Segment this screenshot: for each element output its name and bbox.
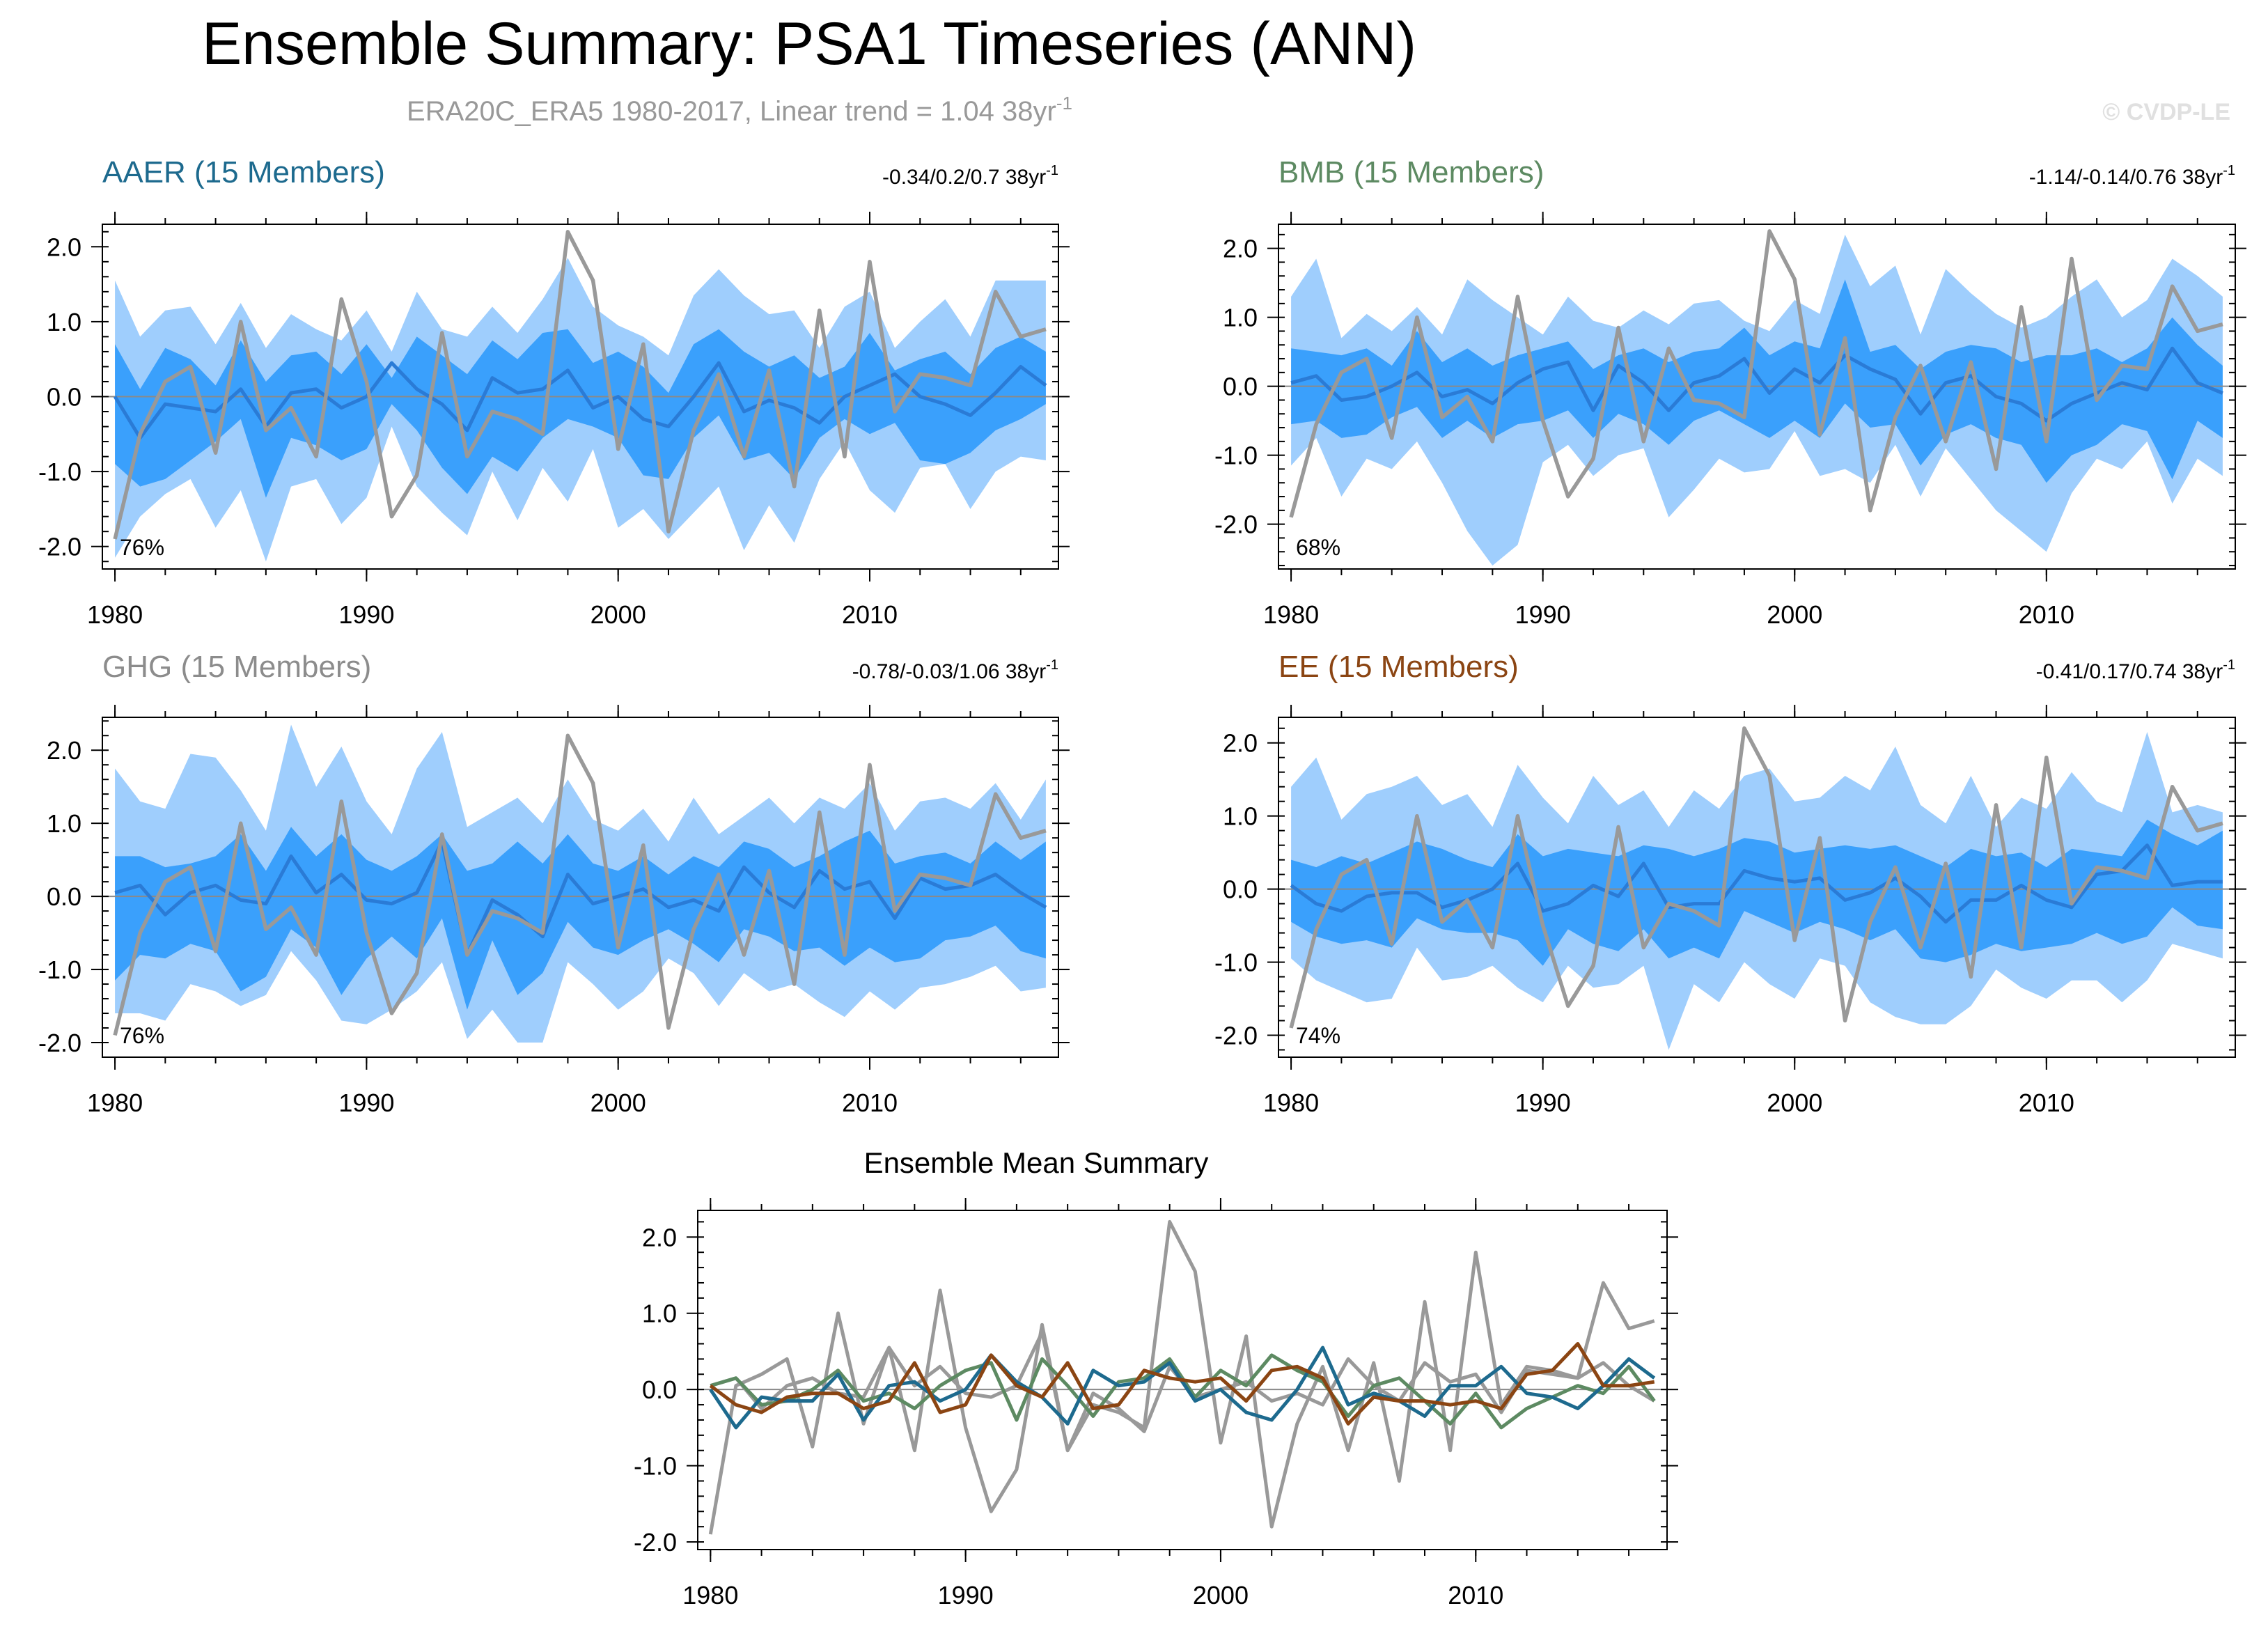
y-tick-label: -1.0 — [1214, 949, 1258, 977]
trend-label-ee: -0.41/0.17/0.74 38yr-1 — [2036, 657, 2235, 683]
x-tick-label: 2000 — [1193, 1581, 1249, 1609]
plot-frame — [697, 1210, 1668, 1550]
y-tick-label: 2.0 — [47, 233, 81, 261]
y-tick-label: -2.0 — [38, 533, 81, 561]
y-tick-label: 1.0 — [1223, 802, 1258, 831]
observed-line-aaer — [113, 230, 1047, 540]
y-tick-label: -1.0 — [634, 1452, 677, 1481]
observed-line-bmb — [1289, 229, 2223, 518]
chart-panel-ghg: -2.0 -1.0 0.0 1.0 2.0 1980 1990 2000 2010 GHG (15… — [38, 650, 1070, 1117]
x-tick-label: 2010 — [842, 600, 898, 629]
y-tick-label: 2.0 — [642, 1223, 677, 1251]
y-tick-label: 1.0 — [1223, 304, 1258, 332]
ensemble-mean-line-ee — [1290, 843, 2223, 924]
series-line-bmb — [710, 1353, 1656, 1430]
panel-title-ee: EE (15 Members) — [1278, 650, 1519, 684]
x-tick-label: 2000 — [1767, 600, 1822, 629]
x-tick-label: 1990 — [338, 1089, 394, 1117]
x-tick-label: 2010 — [2019, 600, 2074, 629]
band-inner-aaer — [115, 329, 1046, 498]
series-line-aaer — [709, 1346, 1656, 1430]
y-tick-label: -2.0 — [38, 1029, 81, 1057]
panel-title-ghg: GHG (15 Members) — [102, 650, 371, 684]
series-line-ee — [709, 1342, 1655, 1426]
y-tick-label: 1.0 — [642, 1300, 677, 1328]
plot-frame — [1278, 224, 2236, 570]
y-tick-label: 0.0 — [642, 1375, 677, 1404]
x-tick-label: 1990 — [338, 600, 394, 629]
y-tick-label: -1.0 — [38, 956, 81, 984]
trend-label-aaer: -0.34/0.2/0.7 38yr-1 — [882, 163, 1058, 189]
chart-panel-ee: -2.0 -1.0 0.0 1.0 2.0 1980 1990 2000 2010 EE (15 … — [1214, 650, 2246, 1117]
trend-label-ghg: -0.78/-0.03/1.06 38yr-1 — [852, 657, 1058, 683]
y-tick-label: 1.0 — [47, 308, 81, 336]
chart-panel-aaer: -2.0 -1.0 0.0 1.0 2.0 1980 1990 2000 2010 AAER (1… — [38, 155, 1070, 629]
x-tick-label: 2000 — [591, 600, 646, 629]
y-tick-label: 2.0 — [47, 736, 81, 765]
percent-label-aaer: 76% — [120, 535, 164, 560]
y-tick-label: 1.0 — [47, 809, 81, 838]
x-tick-label: 1980 — [87, 600, 143, 629]
chart-panel-ensemble-mean: -2.0 -1.0 0.0 1.0 2.0 1980 1990 2000 2010 Ensembl… — [634, 1146, 1678, 1609]
x-tick-label: 1990 — [1515, 1089, 1571, 1117]
panel-title-bmb: BMB (15 Members) — [1278, 155, 1544, 189]
y-tick-label: 0.0 — [47, 882, 81, 911]
watermark: © CVDP-LE — [2102, 99, 2230, 125]
band-inner-bmb — [1291, 279, 2223, 483]
percent-label-ee: 74% — [1296, 1023, 1340, 1048]
x-tick-label: 2010 — [2019, 1089, 2074, 1117]
x-tick-label: 1990 — [938, 1581, 994, 1609]
x-tick-label: 2000 — [1767, 1089, 1822, 1117]
subtitle-main: ERA20C_ERA5 1980-2017, Linear trend = 1.… — [407, 96, 1056, 127]
x-tick-label: 1980 — [682, 1581, 738, 1609]
y-tick-label: -2.0 — [1214, 510, 1258, 539]
panels: -2.0 -1.0 0.0 1.0 2.0 1980 1990 2000 2010 AAER (1… — [38, 155, 2246, 1609]
x-tick-label: 2010 — [842, 1089, 898, 1117]
y-tick-label: -2.0 — [634, 1528, 677, 1557]
plot-frame — [102, 717, 1059, 1058]
percent-label-ghg: 76% — [120, 1023, 164, 1048]
percent-label-bmb: 68% — [1296, 535, 1340, 560]
observed-line-ghg — [113, 733, 1047, 1036]
panel-title-ensemble-mean: Ensemble Mean Summary — [864, 1146, 1209, 1179]
ensemble-mean-line-ghg — [114, 839, 1047, 957]
band-inner-ghg — [115, 827, 1046, 1010]
y-tick-label: -1.0 — [38, 458, 81, 486]
x-tick-label: 1990 — [1515, 600, 1571, 629]
y-tick-label: 0.0 — [1223, 875, 1258, 904]
figure-title: Ensemble Summary: PSA1 Timeseries (ANN) — [202, 10, 1416, 77]
series-line-obs — [708, 1219, 1655, 1535]
ensemble-mean-line-bmb — [1290, 346, 2223, 423]
trend-label-bmb: -1.14/-0.14/0.76 38yr-1 — [2029, 163, 2235, 189]
x-tick-label: 2000 — [591, 1089, 646, 1117]
y-tick-label: 0.0 — [47, 383, 81, 412]
y-tick-label: 0.0 — [1223, 373, 1258, 401]
x-tick-label: 2010 — [1448, 1581, 1503, 1609]
y-tick-label: 2.0 — [1223, 729, 1258, 758]
y-tick-label: -2.0 — [1214, 1022, 1258, 1050]
chart-panel-bmb: -2.0 -1.0 0.0 1.0 2.0 1980 1990 2000 2010 BMB (15… — [1214, 155, 2246, 629]
subtitle-sup: -1 — [1056, 93, 1072, 114]
figure-subtitle: ERA20C_ERA5 1980-2017, Linear trend = 1.… — [407, 93, 1072, 127]
observed-line-ee — [1289, 726, 2223, 1029]
x-tick-label: 1980 — [1263, 1089, 1319, 1117]
y-tick-label: -1.0 — [1214, 442, 1258, 470]
y-tick-label: 2.0 — [1223, 235, 1258, 263]
x-tick-label: 1980 — [1263, 600, 1319, 629]
x-tick-label: 1980 — [87, 1089, 143, 1117]
panel-title-aaer: AAER (15 Members) — [102, 155, 385, 189]
plot-frame — [1278, 717, 2236, 1058]
